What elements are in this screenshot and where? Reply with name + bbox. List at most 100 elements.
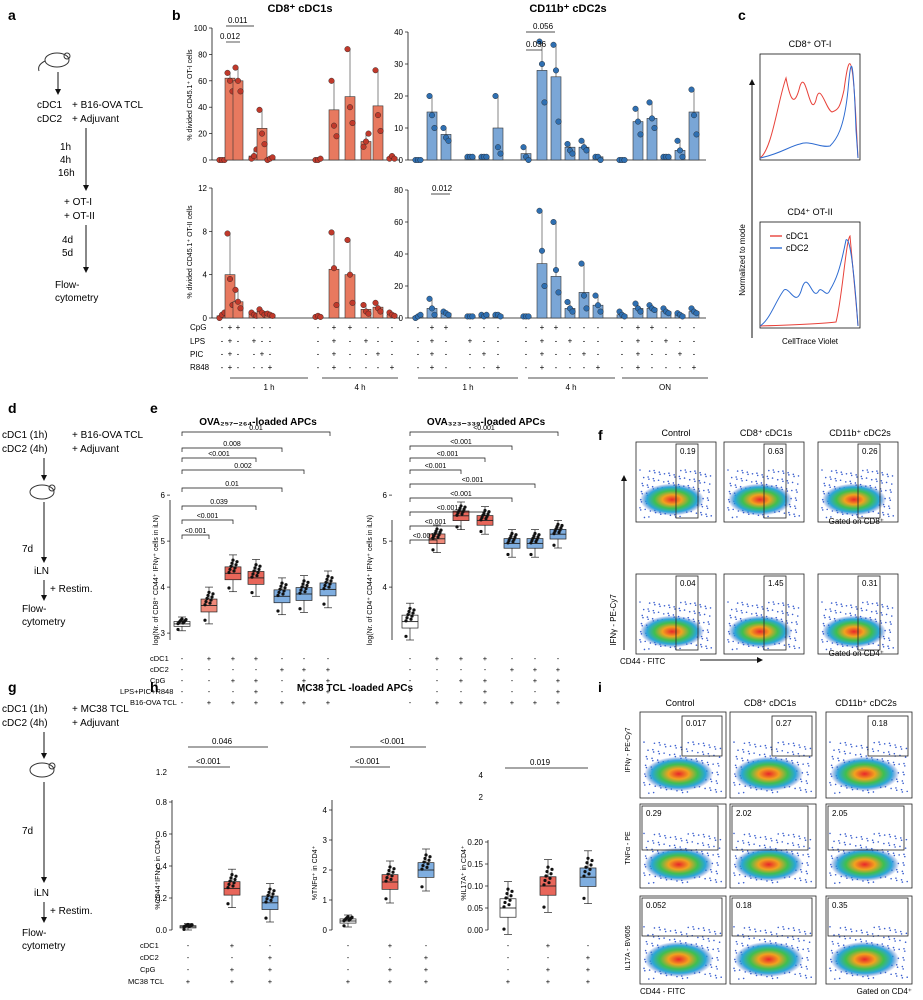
event-dot [792,605,795,608]
treatment-sign: - [347,965,350,974]
event-dot [686,791,689,793]
event-dot [900,839,903,841]
panel-letter-h: h [150,679,159,695]
event-dot [886,605,889,608]
event-dot [800,780,803,783]
event-dot [831,755,834,758]
data-point [550,218,557,225]
event-dot [799,789,802,792]
event-dot [826,508,828,511]
data-point [679,313,686,320]
event-dot [881,482,883,484]
event-dot [798,515,801,517]
treatment-sign: - [445,350,448,359]
treatment-sign: + [252,336,257,345]
event-dot [714,788,717,791]
data-point [301,582,305,586]
event-dot [709,837,711,840]
treatment-sign: - [557,654,560,663]
data-point [525,156,532,163]
data-point [455,513,459,517]
event-dot [865,609,868,611]
event-dot [672,614,675,616]
event-dot [639,601,641,603]
c-legend-cdc1: cDC1 [786,231,809,241]
event-dot [693,610,695,612]
data-point [333,302,340,309]
treatment-sign: + [650,323,655,332]
data-point [422,860,426,864]
event-dot [844,937,847,940]
significance-bracket [409,457,486,462]
y-tick-label: 20 [394,282,403,291]
event-dot [855,474,857,476]
p-value: <0.001 [208,451,230,458]
event-dot [727,638,729,641]
data-point [427,858,431,862]
treatment-sign: + [231,654,236,663]
event-dot [883,842,885,845]
event-dot [873,926,876,929]
treatment-sign: - [511,687,514,696]
event-dot [787,471,789,474]
treatment-sign: - [679,363,682,372]
treatment-sign: - [187,941,190,950]
event-dot [883,927,886,930]
event-dot [850,745,853,748]
event-dot [882,513,885,516]
event-dot [872,750,875,753]
event-dot [749,835,751,838]
event-dot [871,602,874,605]
event-dot [644,508,646,511]
event-dot [787,842,789,845]
event-dot [796,483,799,485]
event-dot [697,751,699,754]
event-dot [892,647,895,649]
event-dot [871,933,874,935]
event-dot [885,621,887,624]
event-dot [679,755,681,757]
treatment-sign: - [469,323,472,332]
svg-text:LPS: LPS [190,337,205,346]
y-tick-label: 3 [161,629,166,638]
event-dot [794,507,797,510]
data-point [234,563,238,567]
data-point [232,569,236,573]
event-dot [642,476,645,479]
data-point [506,552,510,557]
event-dot [743,833,746,836]
data-point [234,298,241,305]
y-tick-label: 30 [394,60,403,69]
event-dot [706,497,709,499]
svg-text:CD11b⁺ cDC2s: CD11b⁺ cDC2s [829,428,891,438]
event-dot [887,513,889,516]
event-dot [781,749,784,752]
treatment-sign: + [468,336,473,345]
data-point [349,120,356,127]
e-right-box [549,520,567,549]
treatment-sign: + [207,654,212,663]
event-dot [777,833,780,835]
event-dot [901,881,904,883]
event-dot [695,512,698,514]
y-tick-label: 5 [161,537,166,546]
event-dot [895,837,897,840]
treatment-sign: - [389,953,392,962]
data-point [237,305,244,312]
event-dot [876,480,878,483]
data-point [407,609,411,614]
event-dot [703,489,705,492]
event-dot [727,509,730,511]
h2-box [339,914,357,928]
event-dot [663,472,666,475]
event-dot [759,745,762,747]
b-title-left: CD8⁺ cDC1s [267,3,332,15]
event-dot [694,602,696,604]
event-dot [713,930,716,933]
data-point [508,898,512,902]
event-dot [669,836,672,839]
event-dot [712,948,714,951]
data-point [203,618,207,622]
event-dot [841,605,843,608]
